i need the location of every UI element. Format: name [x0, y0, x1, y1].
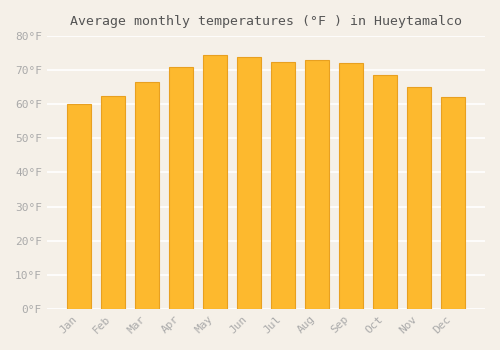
Bar [407, 87, 431, 309]
Bar [373, 75, 397, 309]
Bar [169, 67, 192, 309]
Bar [442, 97, 465, 309]
Bar [203, 55, 227, 309]
Bar [305, 60, 329, 309]
Bar [339, 63, 363, 309]
Bar [135, 82, 158, 309]
Bar [67, 104, 90, 309]
Bar [101, 96, 124, 309]
Title: Average monthly temperatures (°F ) in Hueytamalco: Average monthly temperatures (°F ) in Hu… [70, 15, 462, 28]
Bar [271, 62, 295, 309]
Bar [237, 57, 261, 309]
